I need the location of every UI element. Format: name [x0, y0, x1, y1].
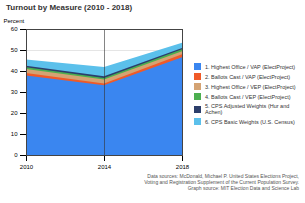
svg-text:2014: 2014	[98, 164, 112, 170]
html-text:5. CPS Adjusted Weights (Hur a: 5. CPS Adjusted Weights (Hur and Achen)	[205, 103, 290, 115]
svg-text:Percent: Percent	[4, 18, 25, 24]
html-text:1. Highest Office / VAP (Elect: 1. Highest Office / VAP (ElectProject)	[205, 63, 296, 70]
svg-text:2018: 2018	[176, 164, 190, 170]
svg-text:10: 10	[11, 131, 18, 137]
svg-text:50: 50	[11, 47, 18, 53]
svg-text:30: 30	[11, 89, 18, 95]
html-text:6. CPS Basic Weights (U.S. Cen: 6. CPS Basic Weights (U.S. Census)	[205, 118, 295, 125]
svg-text:2010: 2010	[20, 164, 34, 170]
html-text:Data sources: McDonald, Michae: Data sources: McDonald, Michael P. Unite…	[147, 173, 299, 179]
svg-text:20: 20	[11, 110, 18, 116]
svg-text:0: 0	[14, 152, 18, 158]
html-text:Graph source: MIT Election Dat: Graph source: MIT Election Data and Scie…	[187, 185, 299, 191]
svg-text:40: 40	[11, 68, 18, 74]
html-text:4. Ballots Cast / VEP (ElectPr: 4. Ballots Cast / VEP (ElectProject)	[205, 93, 291, 100]
html-text:Voting and Registration Supple: Voting and Registration Supplement of th…	[144, 179, 299, 185]
svg-text:60: 60	[11, 26, 18, 32]
html-text:Turnout by Measure (2010 - 201: Turnout by Measure (2010 - 2018)	[6, 3, 133, 12]
html-text:3. Highest Office / VEP (Elect: 3. Highest Office / VEP (ElectProject)	[205, 83, 296, 90]
html-text:2. Ballots Cast / VAP (ElectPr: 2. Ballots Cast / VAP (ElectProject)	[205, 73, 291, 80]
